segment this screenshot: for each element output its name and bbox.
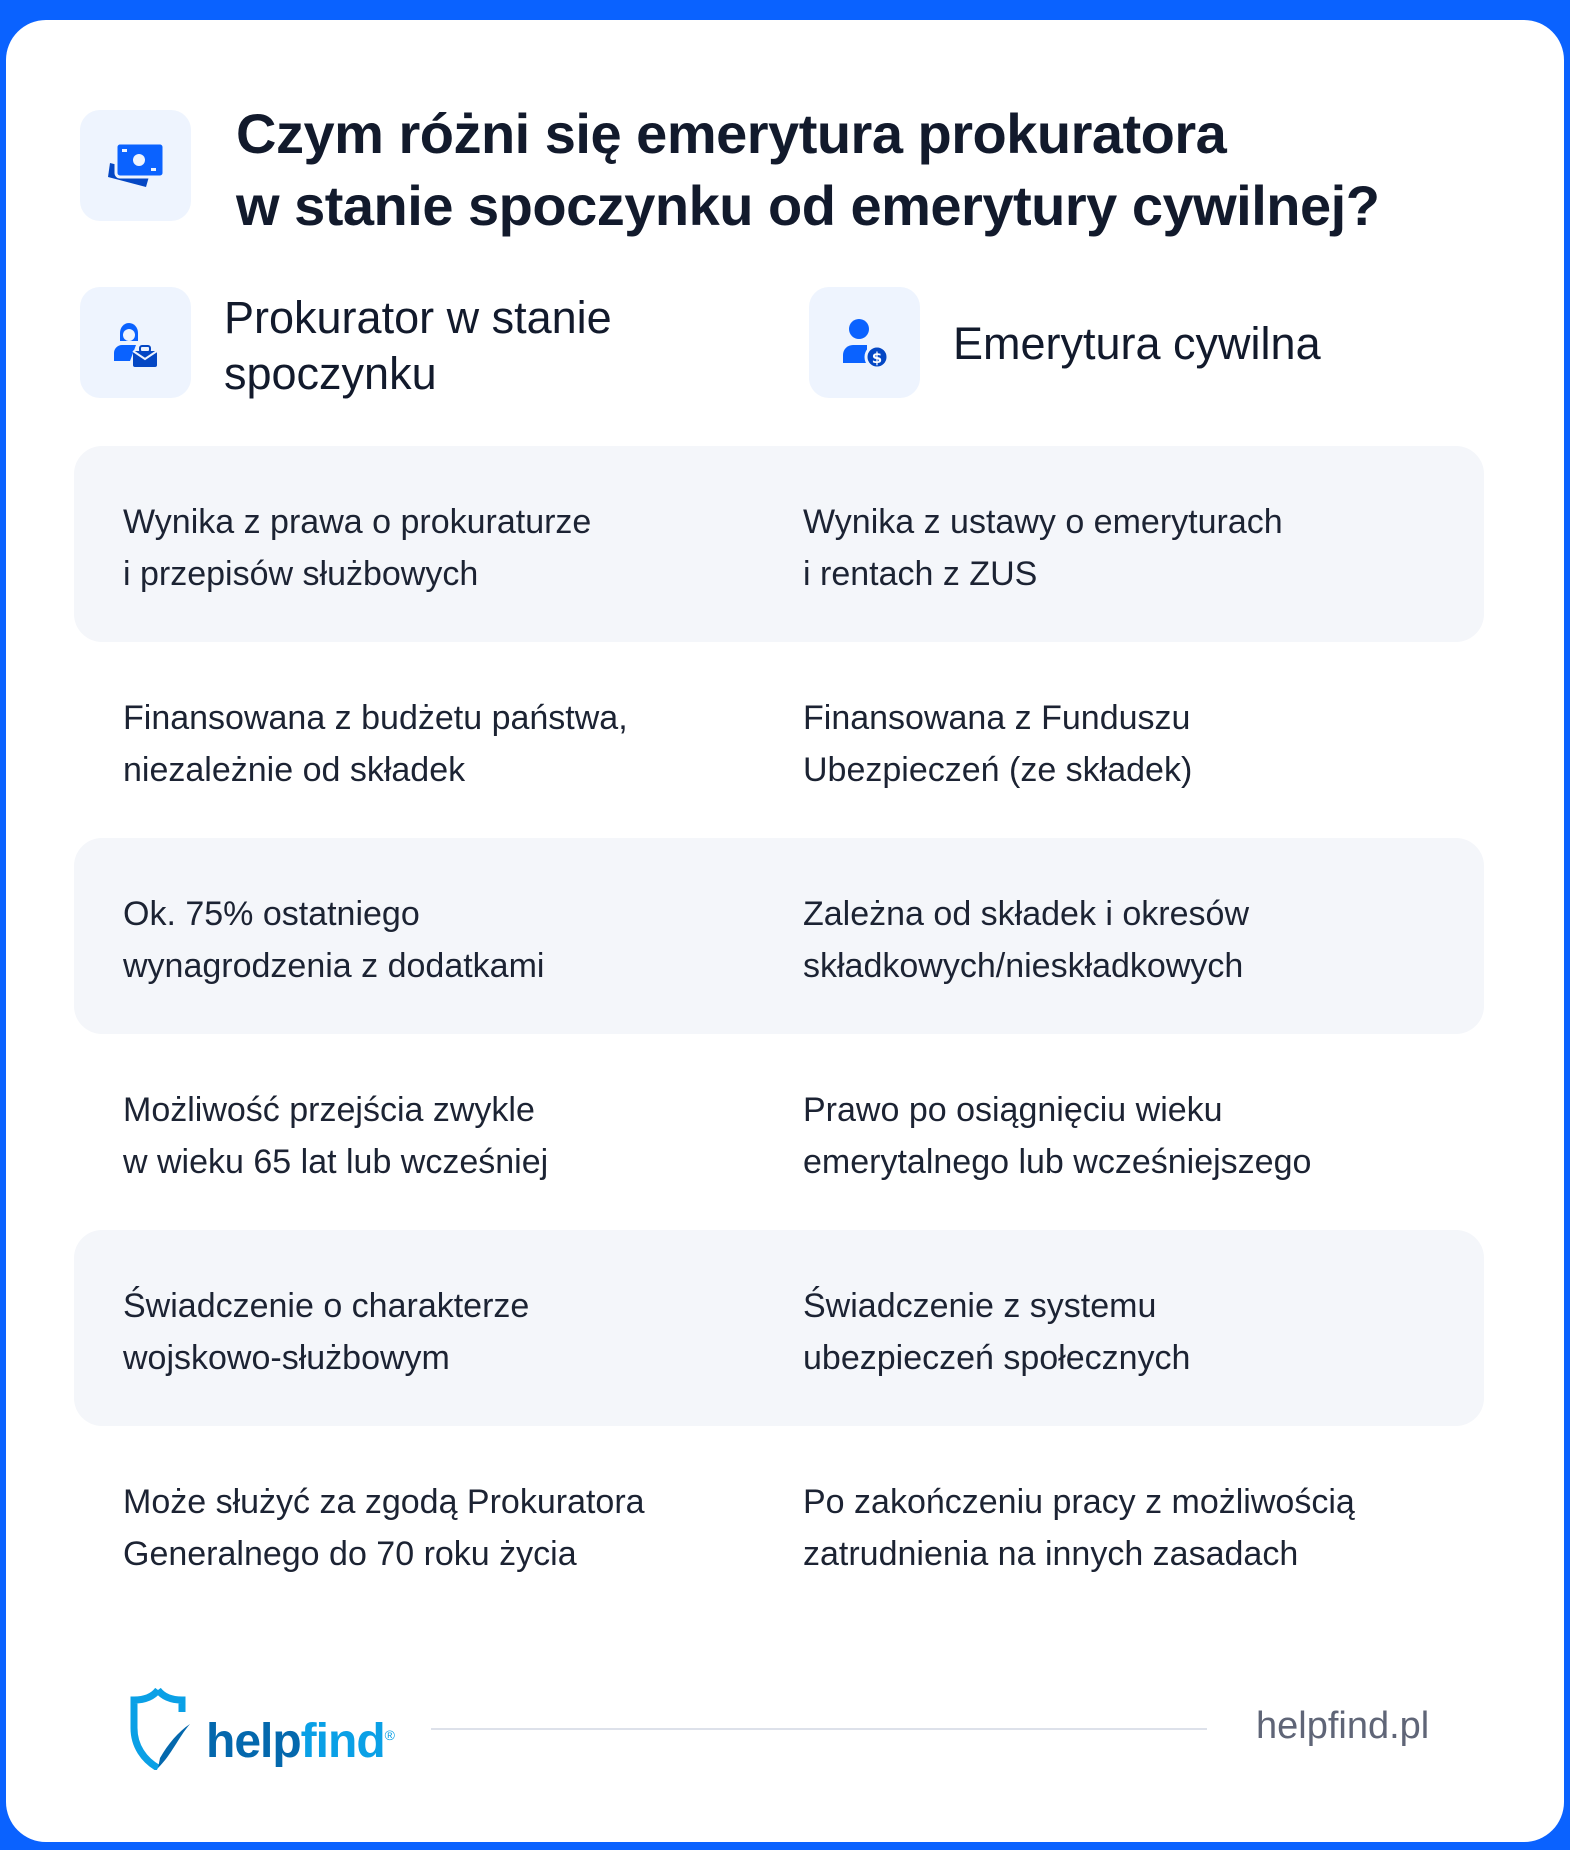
title-icon-box	[80, 110, 191, 221]
person-briefcase-icon	[113, 322, 158, 367]
title-line-2: w stanie spoczynku od emerytury cywilnej…	[236, 174, 1380, 237]
page-title: Czym różni się emerytura prokuratora w s…	[236, 98, 1380, 242]
row-right-text: Po zakończeniu pracy z możliwością zatru…	[803, 1483, 1355, 1573]
column-header-prosecutor: Prokurator w stanie spoczynku	[224, 292, 612, 399]
site-url: helpfind.pl	[1256, 1705, 1430, 1747]
column-header-civil: Emerytura cywilna	[953, 318, 1321, 369]
row-right-text: Wynika z ustawy o emeryturach i rentach …	[803, 503, 1283, 593]
person-dollar-icon: $	[842, 318, 889, 369]
row-right-text: Prawo po osiągnięciu wieku emerytalnego …	[803, 1091, 1312, 1181]
logo-text-help: help	[206, 1715, 302, 1768]
row-right-text: Świadczenie z systemu ubezpieczeń społec…	[803, 1287, 1191, 1377]
comparison-row: Świadczenie o charakterze wojskowo-służb…	[74, 1230, 1484, 1426]
row-right-text: Finansowana z Funduszu Ubezpieczeń (ze s…	[803, 699, 1193, 789]
registered-mark: ®	[384, 1727, 395, 1743]
money-bills-icon	[107, 141, 165, 187]
comparison-row: Wynika z prawa o prokuraturze i przepisó…	[74, 446, 1484, 642]
row-left-text: Ok. 75% ostatniego wynagrodzenia z dodat…	[123, 895, 545, 985]
comparison-row: Finansowana z budżetu państwa, niezależn…	[74, 642, 1484, 838]
row-left-text: Może służyć za zgodą Prokuratora General…	[123, 1483, 645, 1573]
comparison-row: Ok. 75% ostatniego wynagrodzenia z dodat…	[74, 838, 1484, 1034]
column-icon-box-prosecutor	[80, 287, 191, 398]
shield-check-icon	[130, 1688, 190, 1770]
title-line-1: Czym różni się emerytura prokuratora	[236, 102, 1227, 165]
comparison-row: Może służyć za zgodą Prokuratora General…	[74, 1426, 1484, 1622]
comparison-row: Możliwość przejścia zwykle w wieku 65 la…	[74, 1034, 1484, 1230]
row-left-text: Wynika z prawa o prokuraturze i przepisó…	[123, 503, 592, 593]
svg-text:$: $	[871, 349, 881, 367]
column-icon-box-civil: $	[809, 287, 920, 398]
helpfind-logo: helpfind®	[120, 1688, 395, 1770]
row-right-text: Zależna od składek i okresów składkowych…	[803, 895, 1250, 985]
row-left-text: Możliwość przejścia zwykle w wieku 65 la…	[123, 1091, 549, 1181]
logo-text-find: find	[300, 1715, 386, 1768]
row-left-text: Świadczenie o charakterze wojskowo-służb…	[123, 1287, 530, 1377]
footer-divider	[431, 1728, 1207, 1730]
row-left-text: Finansowana z budżetu państwa, niezależn…	[123, 699, 628, 789]
